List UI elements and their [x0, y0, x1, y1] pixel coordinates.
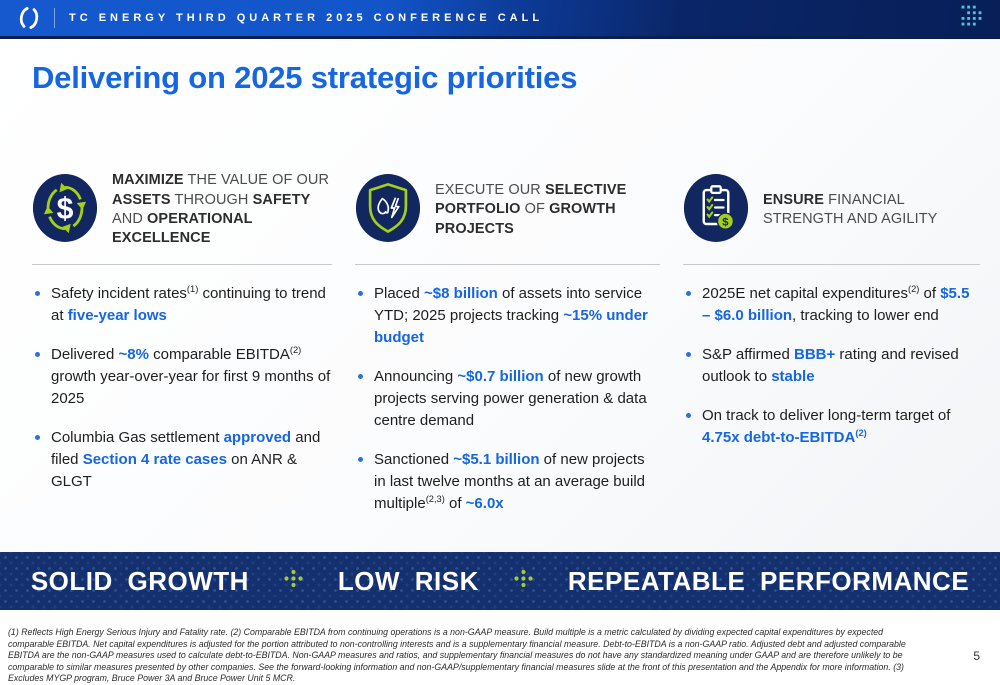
- bullet-dot-icon: [686, 413, 691, 419]
- checklist-finance-icon: $: [683, 173, 749, 248]
- bullet-item: Announcing ~$0.7 billion of new growth p…: [355, 366, 660, 432]
- column-divider: [355, 264, 660, 265]
- column-heading: MAXIMIZE THE VALUE OF OUR ASSETS THROUGH…: [112, 172, 330, 247]
- bullet-item: 2025E net capital expenditures(2) of $5.…: [683, 283, 980, 327]
- footer-band-item: SOLID GROWTH: [30, 565, 249, 596]
- tc-energy-logo-icon: [14, 4, 44, 32]
- svg-text:$: $: [722, 216, 729, 228]
- bullet-dot-icon: [35, 435, 40, 441]
- column-divider: [683, 264, 980, 265]
- top-bar: TC ENERGY THIRD QUARTER 2025 CONFERENCE …: [0, 0, 1000, 36]
- topbar-title: TC ENERGY THIRD QUARTER 2025 CONFERENCE …: [69, 12, 544, 24]
- bullet-text: Announcing ~$0.7 billion of new growth p…: [374, 368, 647, 430]
- priority-column: $ MAXIMIZE THE VALUE OF OUR ASSETS THROU…: [32, 166, 332, 532]
- column-divider: [32, 264, 332, 265]
- bullet-item: Placed ~$8 billion of assets into servic…: [355, 283, 660, 349]
- bullet-dot-icon: [686, 291, 691, 296]
- footnote-text: (1) Reflects High Energy Serious Injury …: [8, 627, 906, 684]
- page-number: 5: [973, 649, 980, 663]
- page-title: Delivering on 2025 strategic priorities: [32, 60, 578, 95]
- bullet-text: 2025E net capital expenditures(2) of $5.…: [702, 284, 970, 325]
- bullet-item: Columbia Gas settlement approved and fil…: [32, 427, 332, 493]
- footer-band-item: REPEATABLE PERFORMANCE: [567, 565, 970, 596]
- green-dots-separator-icon: [283, 569, 304, 593]
- bullet-text: Sanctioned ~$5.1 billion of new projects…: [374, 451, 645, 513]
- bullet-dot-icon: [686, 352, 691, 358]
- shield-energy-icon: [355, 173, 421, 248]
- bullet-text: Delivered ~8% comparable EBITDA(2) growt…: [51, 345, 331, 408]
- column-heading: EXECUTE OUR SELECTIVE PORTFOLIO OF GROWT…: [435, 182, 627, 237]
- main-background: [0, 39, 1000, 552]
- bullet-dot-icon: [35, 291, 40, 296]
- topbar-bottom-rule: [0, 36, 1000, 39]
- svg-text:$: $: [57, 192, 74, 225]
- bullet-list: Safety incident rates(1) continuing to t…: [32, 283, 332, 510]
- dot-pattern-icon: [954, 4, 988, 35]
- bullet-text: On track to deliver long-term target of …: [702, 407, 951, 447]
- bullet-item: S&P affirmed BBB+ rating and revised out…: [683, 344, 980, 388]
- footer-band-item: LOW RISK: [337, 565, 479, 596]
- bullet-item: Safety incident rates(1) continuing to t…: [32, 283, 332, 327]
- green-dots-separator-icon: [513, 569, 534, 593]
- bullet-item: Sanctioned ~$5.1 billion of new projects…: [355, 449, 660, 515]
- dollar-cycle-icon: $: [32, 173, 98, 248]
- priority-column: $ ENSURE FINANCIAL STRENGTH AND AGILITY …: [683, 166, 980, 532]
- bullet-text: Safety incident rates(1) continuing to t…: [51, 284, 326, 325]
- bullet-text: S&P affirmed BBB+ rating and revised out…: [702, 346, 959, 386]
- bullet-item: Delivered ~8% comparable EBITDA(2) growt…: [32, 344, 332, 410]
- bullet-dot-icon: [358, 291, 363, 296]
- bullet-dot-icon: [35, 352, 40, 358]
- bullet-list: Placed ~$8 billion of assets into servic…: [355, 283, 660, 532]
- column-header: $ ENSURE FINANCIAL STRENGTH AND AGILITY: [683, 166, 980, 254]
- bullet-dot-icon: [358, 374, 363, 380]
- priority-column: EXECUTE OUR SELECTIVE PORTFOLIO OF GROWT…: [355, 166, 660, 532]
- bullet-text: Placed ~$8 billion of assets into servic…: [374, 285, 648, 347]
- column-header: EXECUTE OUR SELECTIVE PORTFOLIO OF GROWT…: [355, 166, 660, 254]
- bullet-dot-icon: [358, 457, 363, 463]
- bullet-list: 2025E net capital expenditures(2) of $5.…: [683, 283, 980, 466]
- footer-band: SOLID GROWTH LOW RISK REPEATABLE PERFORM…: [0, 552, 1000, 610]
- columns: $ MAXIMIZE THE VALUE OF OUR ASSETS THROU…: [32, 166, 980, 532]
- bullet-text: Columbia Gas settlement approved and fil…: [51, 429, 321, 491]
- bullet-item: On track to deliver long-term target of …: [683, 405, 980, 449]
- column-heading: ENSURE FINANCIAL STRENGTH AND AGILITY: [763, 191, 938, 227]
- topbar-divider: [54, 8, 55, 28]
- column-header: $ MAXIMIZE THE VALUE OF OUR ASSETS THROU…: [32, 166, 332, 254]
